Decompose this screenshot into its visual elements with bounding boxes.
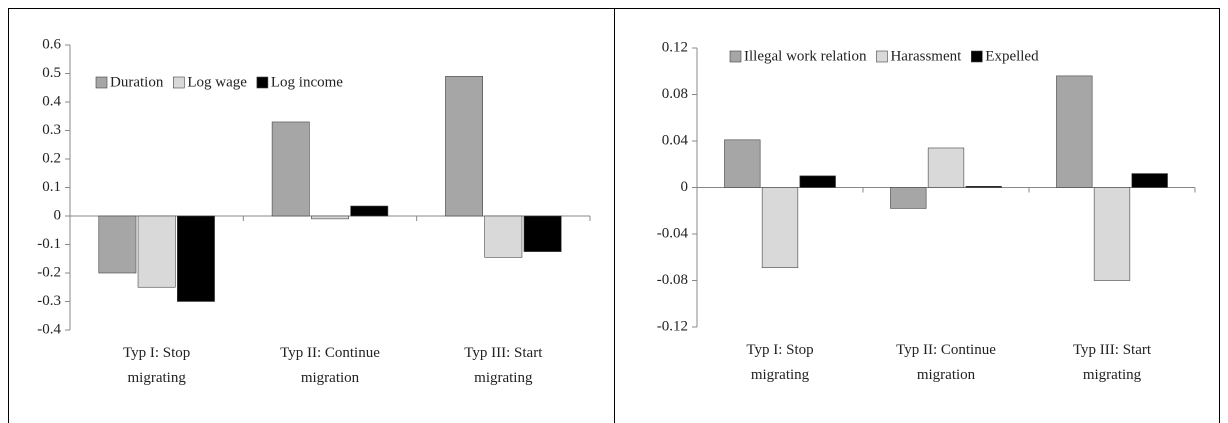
legend-swatch	[95, 76, 108, 89]
bar	[445, 76, 483, 217]
legend-swatch	[970, 50, 983, 63]
bar	[137, 215, 176, 288]
legend-label: Log income	[271, 74, 343, 90]
y-tick-label: -0.3	[37, 293, 61, 309]
bar	[1131, 173, 1168, 188]
bar	[799, 175, 836, 188]
chart: -0.4 -0.3 -0.2 -0.1 0 0.1 0.2 0.3 0.4 0.5 0.6 Typ I…	[37, 36, 591, 386]
y-tick-label: -0.1	[37, 236, 61, 252]
bar	[890, 187, 927, 209]
bar	[177, 215, 215, 302]
y-tick-label: 0	[681, 179, 689, 195]
x-tick-label: Typ II: Continue migration	[896, 342, 996, 383]
y-tick-label: 0.04	[662, 132, 689, 148]
legend-swatch	[256, 76, 269, 89]
legend-label: Log wage	[187, 74, 247, 90]
legend-label: Harassment	[890, 48, 962, 64]
bar	[724, 139, 761, 188]
legend-label: Illegal work relation	[744, 48, 867, 64]
x-tick-label: Typ II: Continue migration	[280, 345, 380, 386]
y-tick-label: 0.6	[42, 36, 61, 52]
bar	[311, 215, 349, 220]
y-tick-label: 0.2	[42, 150, 61, 166]
bar	[1093, 187, 1131, 281]
y-tick-label: 0.1	[42, 179, 61, 195]
legend-label: Expelled	[985, 48, 1039, 64]
y-tick-label: 0.3	[42, 122, 61, 138]
y-tick-label: -0.4	[37, 321, 61, 337]
bar	[927, 147, 965, 188]
y-tick-label: 0	[54, 207, 62, 223]
legend-swatch	[729, 50, 742, 63]
y-tick-label: 0.08	[662, 86, 688, 102]
chart: -0.12 -0.08 -0.04 0 0.04 0.08 0.12 Typ I: Stop m…	[657, 39, 1196, 383]
x-tick-label: Typ I: Stop migrating	[746, 342, 813, 383]
bar	[271, 121, 310, 217]
bar	[965, 186, 1002, 188]
x-tick-label: Typ III: Start migrating	[1073, 342, 1152, 383]
y-tick-label: -0.04	[657, 225, 689, 241]
x-tick-label: Typ III: Start migrating	[464, 345, 543, 386]
bar	[523, 215, 562, 252]
bar	[98, 215, 137, 274]
y-tick-label: 0.4	[42, 93, 61, 109]
legend-label: Duration	[110, 74, 164, 90]
y-tick-label: -0.08	[657, 272, 688, 288]
bar	[1056, 75, 1093, 188]
y-tick-label: -0.2	[37, 264, 61, 280]
legend-swatch	[173, 76, 185, 89]
bar	[350, 205, 389, 217]
y-tick-label: 0.12	[662, 39, 688, 55]
y-tick-label: 0.5	[42, 65, 61, 81]
bar	[484, 215, 523, 258]
legend-swatch	[876, 50, 888, 63]
bar	[761, 187, 799, 269]
y-tick-label: -0.12	[657, 318, 688, 334]
x-tick-label: Typ I: Stop migrating	[123, 345, 190, 386]
